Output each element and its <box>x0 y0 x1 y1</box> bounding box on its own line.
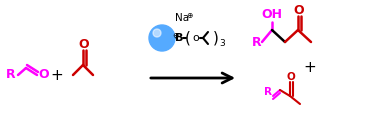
Text: R: R <box>6 68 15 81</box>
Text: O: O <box>287 72 295 82</box>
Text: B: B <box>175 33 183 43</box>
Text: +: + <box>51 67 64 82</box>
Text: ⊖: ⊖ <box>172 30 178 40</box>
Text: Na: Na <box>175 13 189 23</box>
Circle shape <box>149 25 175 51</box>
Text: o: o <box>193 33 199 43</box>
Text: ⊕: ⊕ <box>186 10 192 20</box>
Circle shape <box>153 29 161 37</box>
Text: 3: 3 <box>219 39 225 47</box>
Text: O: O <box>294 4 304 16</box>
Text: O: O <box>38 68 49 81</box>
Text: ): ) <box>213 30 219 46</box>
Text: R: R <box>252 36 262 49</box>
Text: R: R <box>264 87 272 97</box>
Text: O: O <box>79 37 89 51</box>
Text: +: + <box>304 61 316 76</box>
Text: OH: OH <box>262 7 282 20</box>
Text: (: ( <box>185 30 191 46</box>
